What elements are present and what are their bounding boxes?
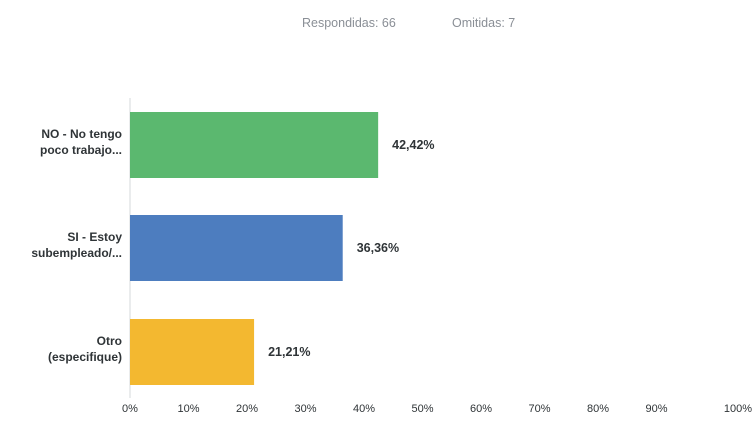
x-tick-label-8: 80% (587, 403, 609, 415)
x-tick-label-7: 70% (528, 403, 550, 415)
answered-count: Respondidas: 66 (302, 16, 396, 30)
category-label-1: SI - Estoy subempleado/... (31, 230, 122, 260)
bar-2 (130, 319, 255, 385)
x-tick-label-3: 30% (294, 403, 316, 415)
x-tick-label-6: 60% (470, 403, 492, 415)
x-tick-label-9: 90% (645, 403, 667, 415)
value-label-1: 36,36% (357, 241, 399, 255)
bar-1 (130, 215, 343, 281)
bar-0 (130, 112, 379, 178)
value-label-2: 21,21% (268, 345, 310, 359)
x-tick-label-4: 40% (353, 403, 375, 415)
x-tick-label-0: 0% (122, 403, 138, 415)
x-tick-label-10: 100% (724, 403, 752, 415)
value-label-0: 42,42% (392, 138, 434, 152)
x-tick-label-1: 10% (177, 403, 199, 415)
category-label-2: Otro (especifique) (48, 334, 122, 364)
skipped-count: Omitidas: 7 (452, 16, 516, 30)
category-label-0: NO - No tengo poco trabajo... (40, 127, 122, 157)
response-summary: Respondidas: 66 Omitidas: 7 (0, 16, 755, 36)
x-tick-label-5: 50% (411, 403, 433, 415)
x-tick-label-2: 20% (236, 403, 258, 415)
